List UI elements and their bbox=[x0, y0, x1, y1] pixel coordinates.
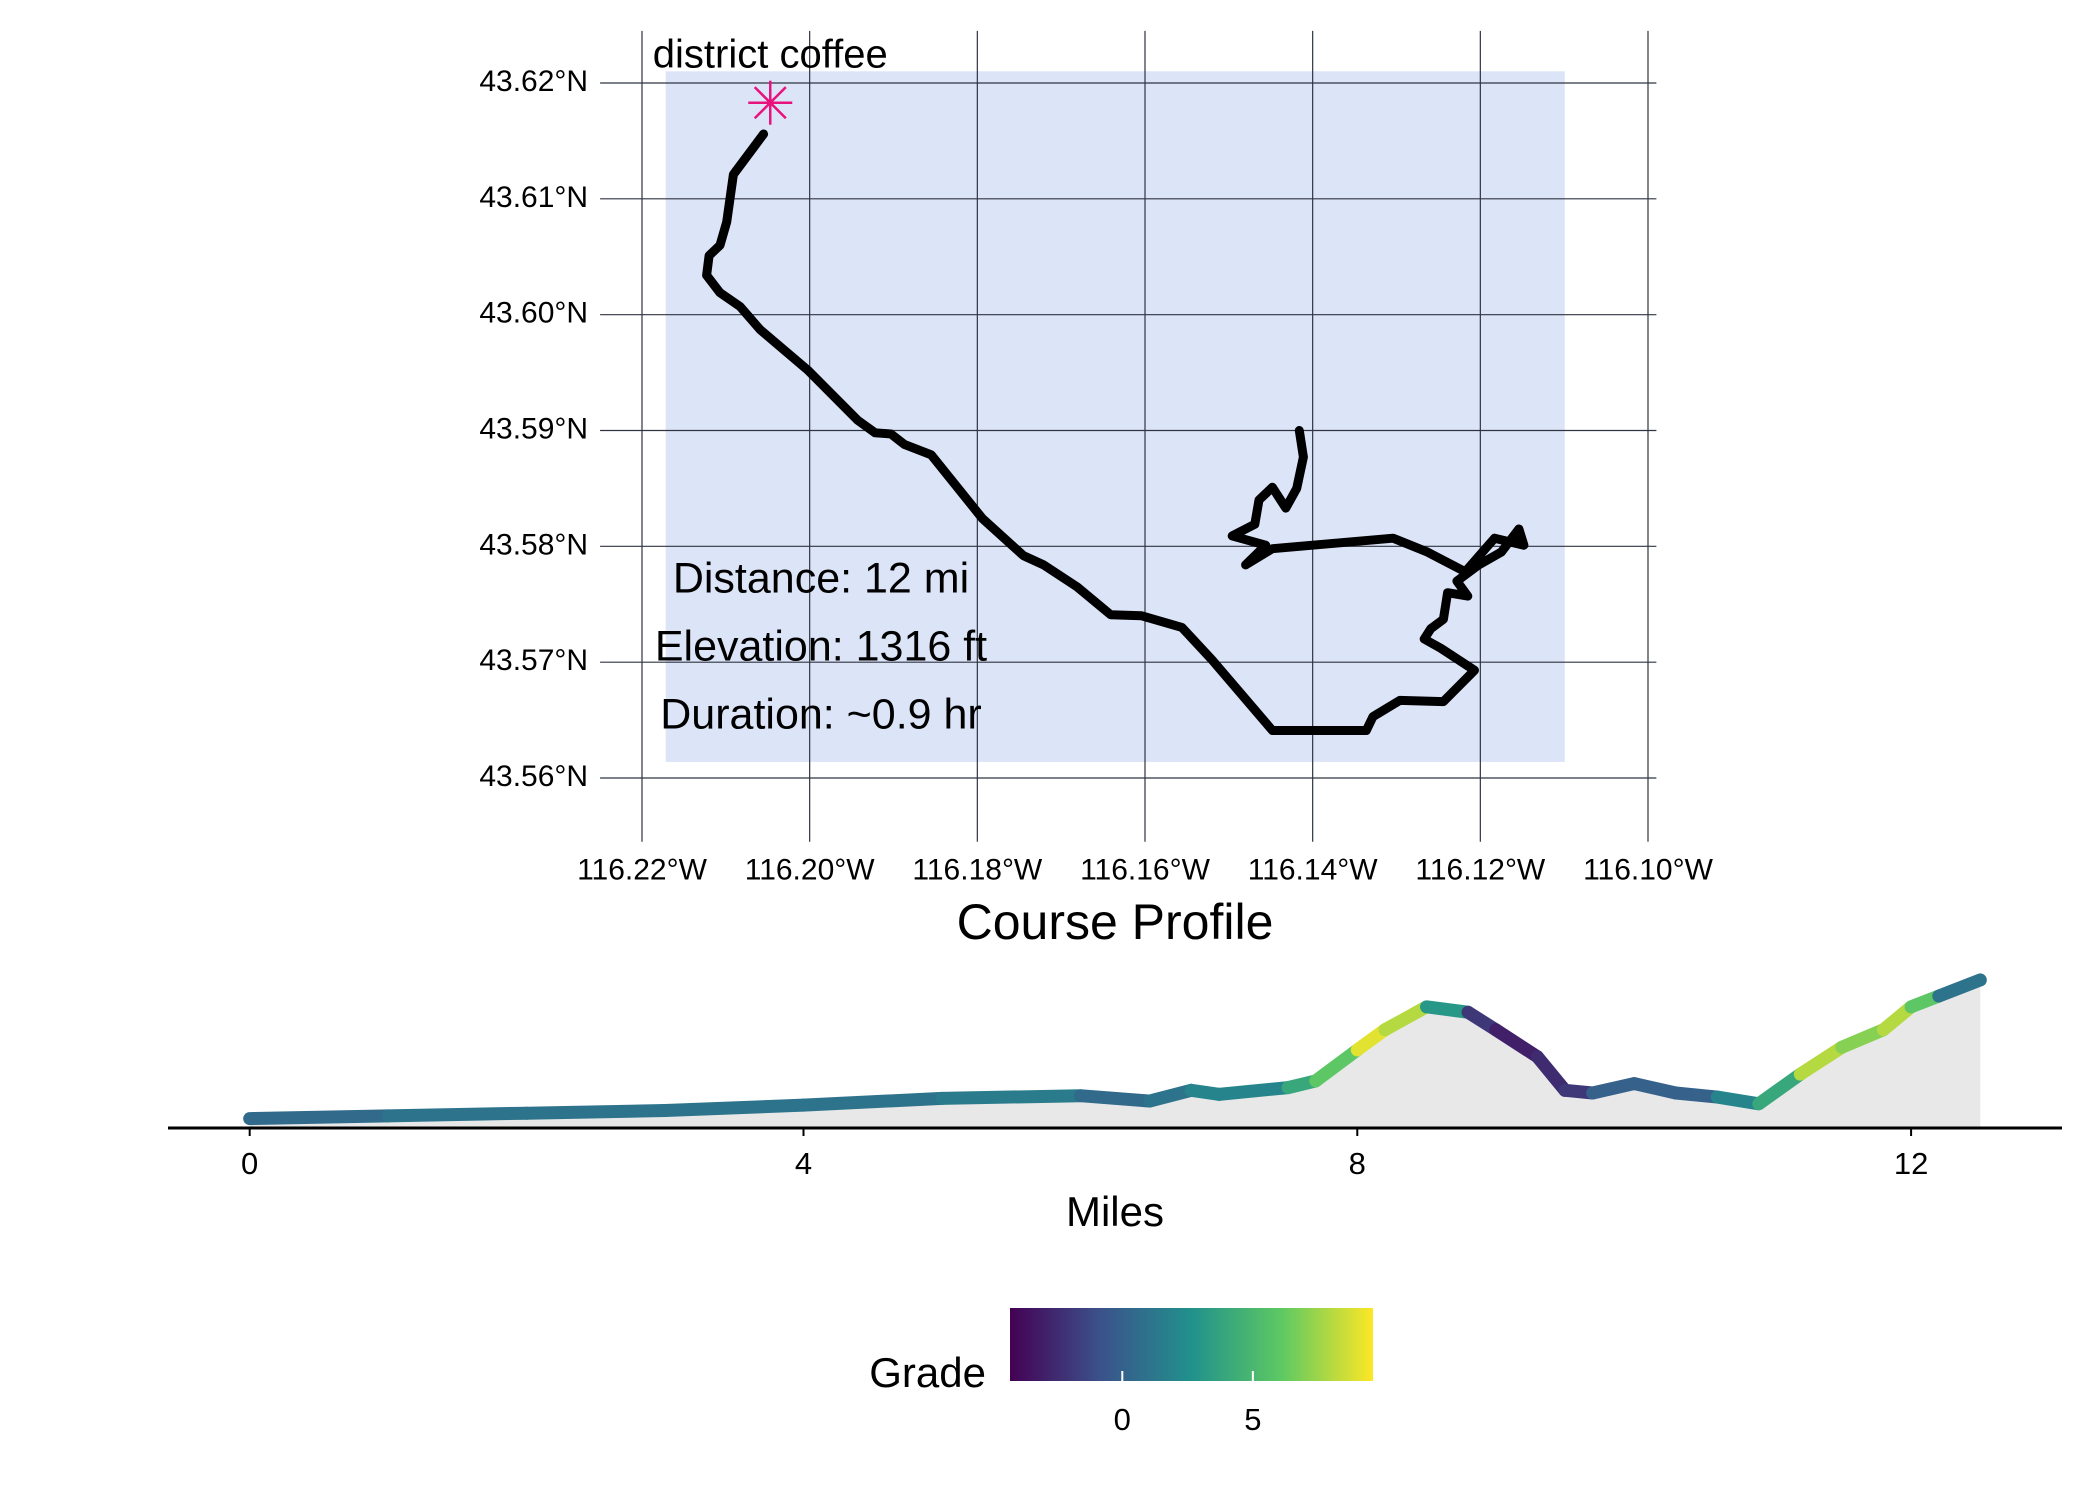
y-tick-label: 43.56°N bbox=[479, 760, 588, 793]
profile-segment bbox=[1752, 1067, 1807, 1111]
profile-segment bbox=[1835, 1023, 1890, 1054]
profile-segment bbox=[1489, 1023, 1544, 1064]
profile-segment bbox=[1143, 1083, 1198, 1108]
profile-segment bbox=[520, 1104, 672, 1120]
x-tick-label: 116.20°W bbox=[745, 854, 876, 887]
x-tick-label: 116.14°W bbox=[1248, 854, 1379, 887]
y-tick-label: 43.59°N bbox=[479, 412, 588, 445]
x-tick-label: 12 bbox=[1894, 1146, 1928, 1181]
profile-segment bbox=[381, 1106, 534, 1123]
x-tick-label: 116.10°W bbox=[1583, 854, 1714, 887]
x-tick-label: 0 bbox=[241, 1146, 258, 1181]
map-background bbox=[665, 71, 1565, 762]
profile-segment bbox=[796, 1091, 949, 1112]
x-tick-label: 116.12°W bbox=[1415, 854, 1546, 887]
start-marker bbox=[748, 80, 793, 125]
profile-segment bbox=[1420, 1000, 1475, 1019]
colorbar bbox=[1010, 1308, 1373, 1381]
x-tick-label: 8 bbox=[1349, 1146, 1366, 1181]
profile-segment bbox=[1932, 973, 1987, 1003]
route-stat: Duration: ~0.9 hr bbox=[660, 690, 982, 738]
profile-segment bbox=[1309, 1043, 1364, 1088]
x-tick-label: 4 bbox=[795, 1146, 812, 1181]
y-tick-label: 43.61°N bbox=[479, 181, 588, 214]
profile-segment bbox=[1530, 1050, 1572, 1097]
y-tick-label: 43.57°N bbox=[479, 644, 588, 677]
marker-arm bbox=[753, 86, 787, 120]
profile-title: Course Profile bbox=[957, 894, 1274, 950]
profile-segment bbox=[1212, 1081, 1295, 1101]
route-stat: Elevation: 1316 ft bbox=[655, 622, 987, 670]
profile-segment bbox=[658, 1098, 810, 1118]
y-tick-label: 43.58°N bbox=[479, 528, 588, 561]
x-axis-title: Miles bbox=[1066, 1188, 1164, 1235]
profile-segment bbox=[1710, 1090, 1766, 1111]
route-stat: Distance: 12 mi bbox=[673, 554, 969, 602]
profile-segment bbox=[1378, 1000, 1434, 1037]
profile-segment bbox=[1627, 1077, 1683, 1100]
colorbar-tick-label: 5 bbox=[1244, 1402, 1261, 1437]
y-tick-label: 43.60°N bbox=[479, 297, 588, 330]
profile-segment bbox=[1793, 1040, 1849, 1081]
x-tick-label: 116.22°W bbox=[577, 854, 708, 887]
y-tick-label: 43.62°N bbox=[479, 65, 588, 98]
legend-title: Grade bbox=[869, 1349, 986, 1396]
profile-segment bbox=[1669, 1086, 1724, 1104]
profile-segment bbox=[1586, 1077, 1641, 1100]
profile-segment bbox=[1073, 1089, 1157, 1108]
elevation-area bbox=[249, 979, 1981, 1128]
profile-segment bbox=[243, 1109, 395, 1126]
x-tick-label: 116.16°W bbox=[1080, 854, 1211, 887]
profile-segment bbox=[935, 1089, 1087, 1105]
x-tick-label: 116.18°W bbox=[912, 854, 1043, 887]
route-line bbox=[702, 129, 1529, 735]
marker-label: district coffee bbox=[653, 32, 888, 76]
colorbar-tick-label: 0 bbox=[1114, 1402, 1131, 1437]
